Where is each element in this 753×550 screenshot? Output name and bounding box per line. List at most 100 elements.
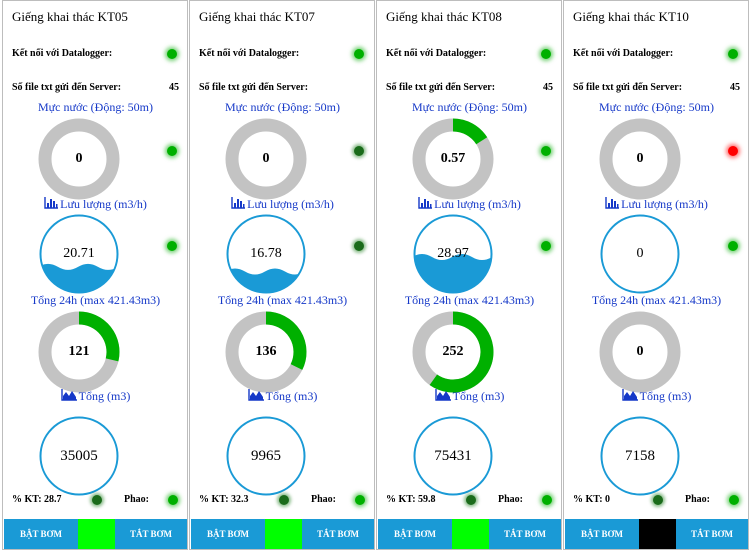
total-counter-value: 9965: [251, 448, 281, 464]
pump-state-indicator: [265, 519, 302, 549]
datalogger-label: Kết nối với Datalogger:: [573, 48, 674, 59]
datalogger-status-icon: [354, 49, 364, 59]
files-sent-label: Số file txt gửi đến Server:: [199, 82, 309, 93]
panel-title: Giếng khai thác KT05: [12, 9, 128, 24]
total-counter-circle: [39, 416, 119, 496]
flow-icon-wrap: [231, 197, 246, 209]
total-counter: 35005: [38, 415, 120, 497]
total-counter-value: 75431: [434, 448, 472, 464]
water-level-status-icon: [541, 146, 551, 156]
total-icon-wrap: [621, 389, 638, 401]
panel-title: Giếng khai thác KT07: [199, 9, 315, 24]
kt-label: % KT:: [386, 494, 416, 505]
water-level-status-icon: [167, 146, 177, 156]
total24h-label: Tổng 24h (max 421.43m3): [377, 293, 562, 308]
water-level-gauge: 0: [599, 118, 681, 200]
water-level-label-text: Mực nước (Động: 50m): [411, 100, 527, 114]
total24h-label-text: Tổng 24h (max 421.43m3): [404, 293, 535, 307]
total24h-gauge-ring: [38, 311, 120, 393]
total24h-gauge-ring: [599, 311, 681, 393]
stop-pump-button[interactable]: TẮT BƠM: [302, 519, 374, 549]
kt-percent: % KT: 0: [573, 494, 610, 505]
total24h-gauge-value: 252: [442, 344, 464, 359]
well-panel-1: Giếng khai thác KT05 Kết nối với Datalogg…: [2, 0, 188, 550]
stop-pump-button[interactable]: TẮT BƠM: [115, 519, 187, 549]
flow-tank: 20.71: [38, 213, 120, 295]
float-label: Phao:: [685, 494, 710, 505]
flow-status-icon: [167, 241, 177, 251]
well-panel-2: Giếng khai thác KT07 Kết nối với Datalogg…: [189, 0, 375, 550]
water-level-gauge-fill-arc: [452, 118, 488, 145]
stop-pump-button[interactable]: TẮT BƠM: [489, 519, 561, 549]
kt-percent: % KT: 32.3: [199, 494, 249, 505]
kt-percent: % KT: 28.7: [12, 494, 62, 505]
flow-label: Lưu lượng (m3/h): [564, 197, 749, 212]
bar-chart-icon: [418, 197, 433, 209]
flow-label: Lưu lượng (m3/h): [377, 197, 562, 212]
total-label: Tổng (m3): [3, 389, 188, 404]
water-level-gauge: 0: [225, 118, 307, 200]
total24h-gauge: 252: [412, 311, 494, 393]
total24h-gauge-value: 136: [255, 344, 277, 359]
total24h-gauge-ring: [412, 311, 494, 393]
float-status-icon: [542, 495, 552, 505]
files-sent-count: 45: [730, 82, 740, 93]
total24h-gauge-value: 121: [68, 344, 90, 359]
kt-label: % KT:: [573, 494, 603, 505]
flow-tank-border: [413, 214, 493, 294]
total24h-label-text: Tổng 24h (max 421.43m3): [30, 293, 161, 307]
water-level-label: Mực nước (Động: 50m): [190, 100, 375, 115]
start-pump-button[interactable]: BẬT BƠM: [378, 519, 452, 549]
area-chart-icon: [434, 389, 451, 401]
kt-value: 0: [605, 494, 611, 505]
flow-tank-circle: [413, 214, 493, 294]
water-level-gauge-ring: [599, 118, 681, 200]
start-pump-button[interactable]: BẬT BƠM: [565, 519, 639, 549]
water-level-status-icon: [354, 146, 364, 156]
bar-chart-icon: [605, 197, 620, 209]
flow-status-icon: [354, 241, 364, 251]
flow-tank: 16.78: [225, 213, 307, 295]
kt-label: % KT:: [12, 494, 42, 505]
flow-tank-circle: [39, 214, 119, 294]
float-label: Phao:: [311, 494, 336, 505]
pump-state-indicator: [452, 519, 489, 549]
flow-tank-circle: [226, 214, 306, 294]
water-level-gauge: 0.57: [412, 118, 494, 200]
kt-label: % KT:: [199, 494, 229, 505]
flow-tank: 0: [599, 213, 681, 295]
total-label-text: Tổng (m3): [78, 389, 131, 403]
flow-tank-circle: [600, 214, 680, 294]
water-level-gauge-ring: [225, 118, 307, 200]
flow-status-icon: [541, 241, 551, 251]
datalogger-status-icon: [541, 49, 551, 59]
total24h-label: Tổng 24h (max 421.43m3): [190, 293, 375, 308]
kt-status-icon: [279, 495, 289, 505]
total24h-gauge-fill-arc: [78, 311, 120, 362]
water-level-gauge-track: [38, 118, 120, 200]
float-status-icon: [168, 495, 178, 505]
datalogger-label: Kết nối với Datalogger:: [199, 48, 300, 59]
kt-status-icon: [466, 495, 476, 505]
water-level-label: Mực nước (Động: 50m): [3, 100, 188, 115]
start-pump-button[interactable]: BẬT BƠM: [4, 519, 78, 549]
panel-title: Giếng khai thác KT10: [573, 9, 689, 24]
water-level-gauge-track: [599, 118, 681, 200]
flow-tank-value: 16.78: [250, 246, 282, 261]
total-counter-border: [413, 416, 493, 496]
stop-pump-button[interactable]: TẮT BƠM: [676, 519, 748, 549]
area-chart-icon: [60, 389, 77, 401]
total24h-gauge-fill-arc: [429, 311, 494, 393]
kt-value: 32.3: [231, 494, 249, 505]
start-pump-button[interactable]: BẬT BƠM: [191, 519, 265, 549]
files-sent-count: 45: [543, 82, 553, 93]
flow-tank-value: 20.71: [63, 246, 95, 261]
pump-state-indicator: [78, 519, 115, 549]
water-level-label: Mực nước (Động: 50m): [564, 100, 749, 115]
files-sent-label: Số file txt gửi đến Server:: [573, 82, 683, 93]
water-level-status-icon: [728, 146, 738, 156]
panel-title: Giếng khai thác KT08: [386, 9, 502, 24]
datalogger-status-icon: [728, 49, 738, 59]
water-level-label: Mực nước (Động: 50m): [377, 100, 562, 115]
kt-status-icon: [92, 495, 102, 505]
